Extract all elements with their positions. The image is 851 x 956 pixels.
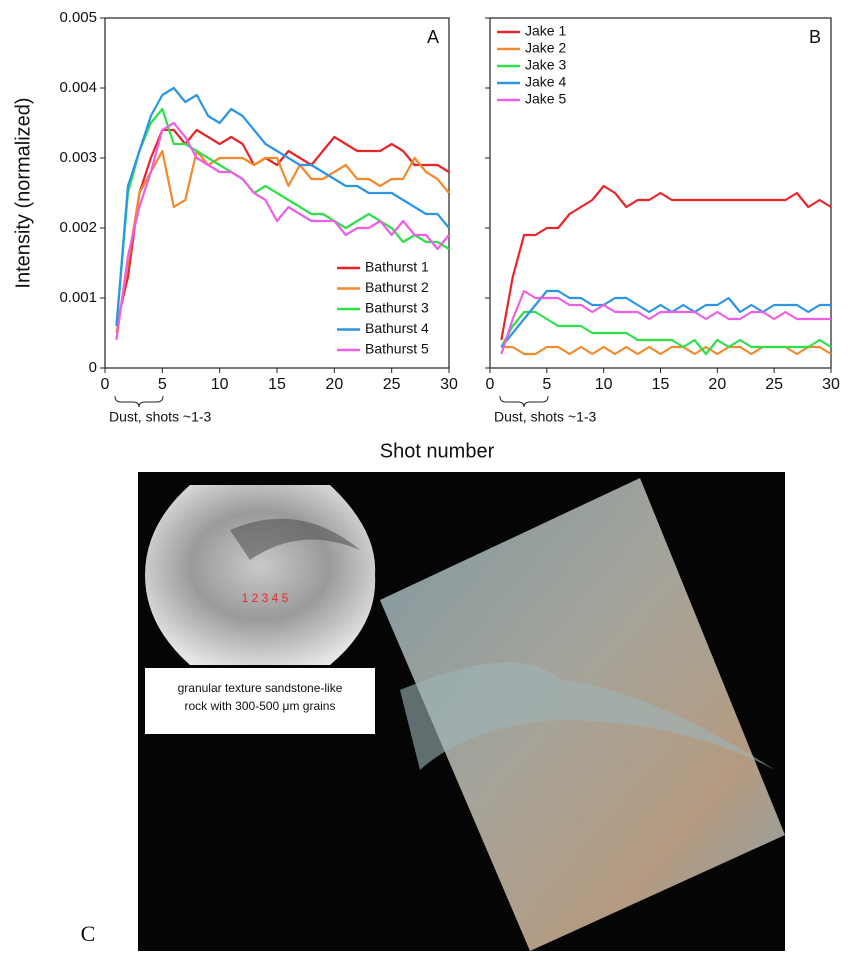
y-tick-label: 0.001 [59,289,97,306]
panel-label: C [81,921,96,946]
y-tick-label: 0.003 [59,149,97,166]
legend-label: Jake 3 [525,57,566,73]
x-tick-label: 25 [383,376,401,393]
x-tick-label: 25 [765,376,783,393]
series-line [115,86,450,327]
x-tick-label: 30 [822,376,840,393]
series-line [500,289,831,355]
x-tick-label: 30 [440,376,458,393]
annotation: Dust, shots ~1-3 [494,409,597,425]
legend-label: Jake 1 [525,23,566,39]
legend-label: Bathurst 1 [365,259,429,275]
shot-markers: 1 2 3 4 5 [242,591,289,605]
legend-label: Bathurst 4 [365,320,429,336]
legend-label: Bathurst 2 [365,279,429,295]
series-line [115,121,450,341]
x-tick-label: 0 [101,376,110,393]
x-tick-label: 15 [652,376,670,393]
x-tick-label: 10 [595,376,613,393]
x-tick-label: 5 [542,376,551,393]
bracket [499,395,549,408]
legend-label: Bathurst 3 [365,300,429,316]
x-tick-label: 10 [211,376,229,393]
x-axis-label: Shot number [380,440,495,462]
legend-label: Jake 4 [525,74,566,90]
x-tick-label: 0 [486,376,495,393]
series-line [115,149,450,334]
caption: rock with 300-500 μm grains [185,699,336,713]
series-line [500,289,831,348]
x-tick-label: 20 [708,376,726,393]
bracket [114,395,164,408]
grayscale-image [145,485,376,665]
rock-highlight [400,662,775,770]
series-line [115,107,450,327]
legend-label: Jake 5 [525,91,566,107]
y-tick-label: 0 [89,359,97,376]
panel-label: B [809,27,821,47]
caption-box [145,668,375,734]
x-tick-label: 5 [158,376,167,393]
series-line [115,128,450,327]
shadow [230,518,360,560]
y-axis-label: Intensity (normalized) [12,97,34,288]
x-tick-label: 20 [325,376,343,393]
series-line [500,310,832,356]
y-tick-label: 0.005 [59,9,97,26]
annotation: Dust, shots ~1-3 [109,409,212,425]
panel-label: A [427,27,439,47]
legend-label: Jake 2 [525,40,566,56]
legend-label: Bathurst 5 [365,341,429,357]
x-tick-label: 15 [268,376,286,393]
y-tick-label: 0.004 [59,79,97,96]
y-tick-label: 0.002 [59,219,97,236]
caption: granular texture sandstone-like [178,681,343,695]
series-line [500,184,832,341]
